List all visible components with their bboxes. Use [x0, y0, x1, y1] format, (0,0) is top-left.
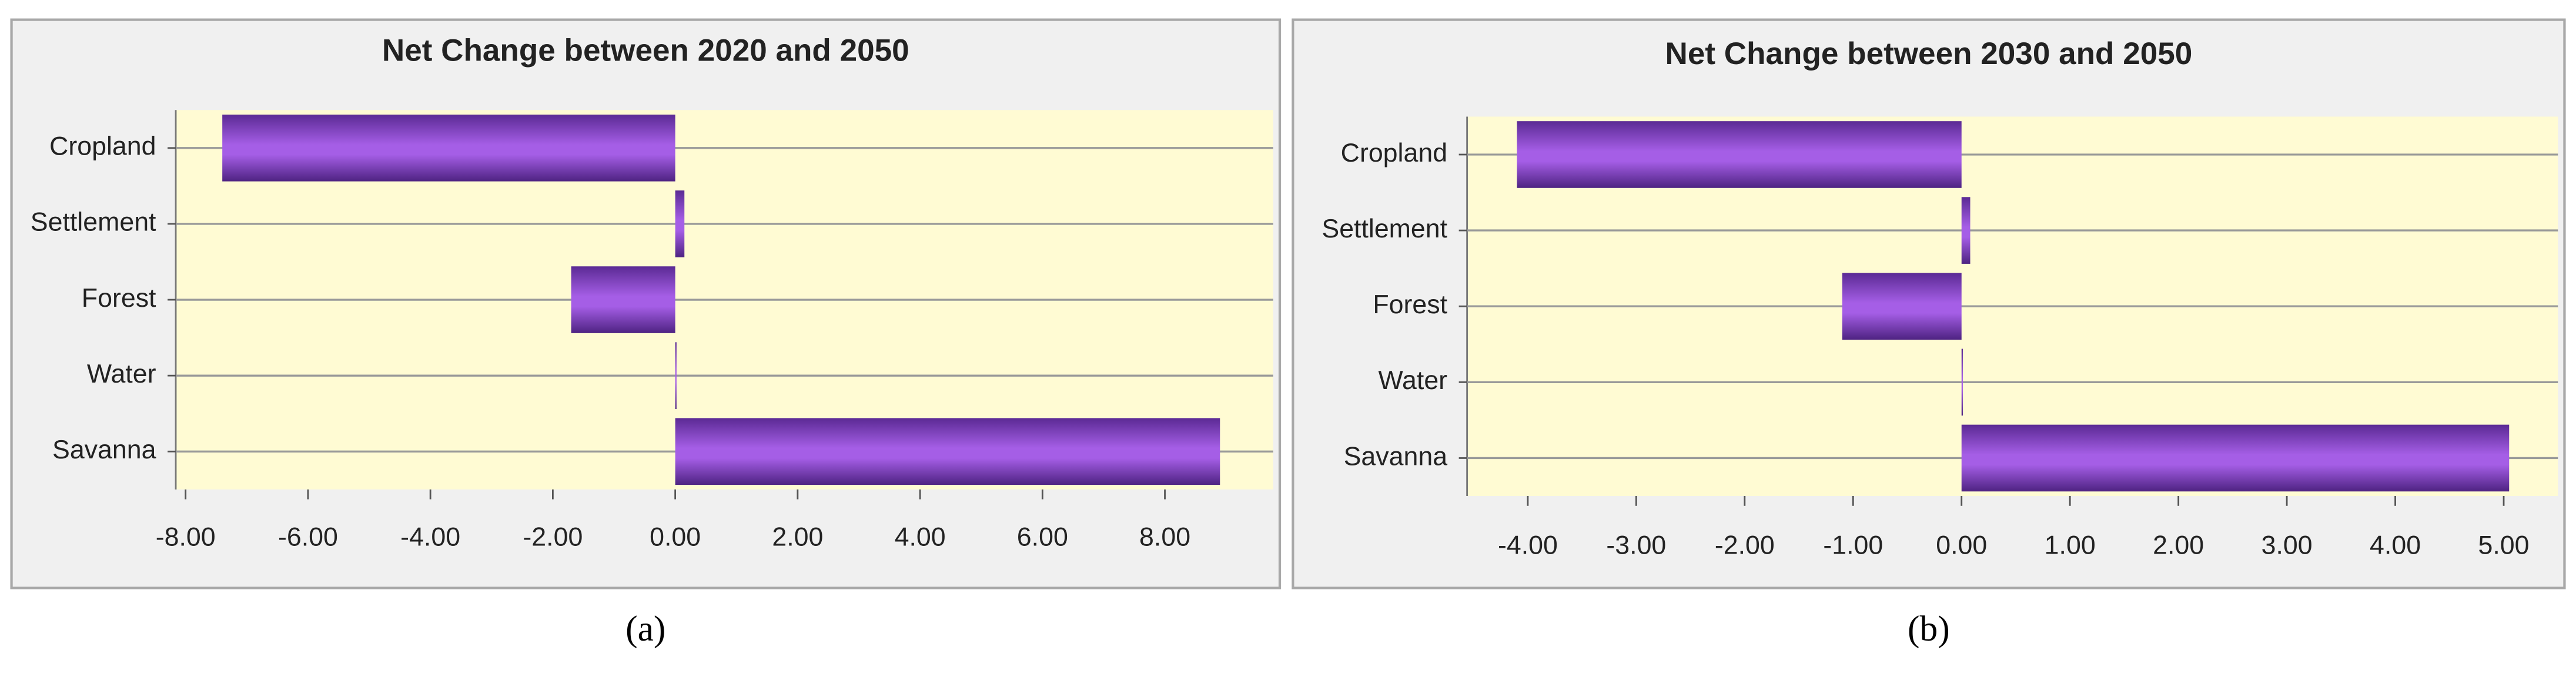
x-tick-label: 2.00: [2153, 531, 2204, 559]
x-tick-label: 1.00: [2045, 531, 2096, 559]
bar: [1842, 273, 1962, 340]
chart-title: Net Change between 2020 and 2050: [382, 33, 909, 68]
y-tick-label: Forest: [1373, 290, 1447, 319]
y-tick-label: Savanna: [1344, 442, 1448, 471]
x-tick-label: 8.00: [1139, 522, 1190, 551]
bar: [1961, 348, 1963, 416]
y-tick-label: Forest: [82, 284, 156, 313]
x-tick-label: 3.00: [2261, 531, 2313, 559]
y-tick-label: Water: [87, 360, 156, 388]
x-tick-label: 6.00: [1017, 522, 1068, 551]
x-tick-label: 0.00: [650, 522, 701, 551]
y-tick-label: Settlement: [1322, 215, 1447, 243]
y-tick-label: Water: [1379, 366, 1448, 395]
x-tick-label: 4.00: [895, 522, 946, 551]
x-tick-label: -4.00: [400, 522, 460, 551]
x-tick-label: -3.00: [1606, 531, 1666, 559]
bar: [675, 418, 1220, 485]
x-tick-label: -2.00: [1715, 531, 1775, 559]
bar: [571, 266, 675, 333]
bar: [675, 342, 677, 409]
x-tick-label: -1.00: [1823, 531, 1883, 559]
x-tick-label: 5.00: [2478, 531, 2530, 559]
chart-title: Net Change between 2030 and 2050: [1665, 36, 2193, 71]
bar: [1517, 121, 1962, 188]
x-tick-label: -8.00: [156, 522, 216, 551]
bar: [1961, 424, 2510, 492]
y-tick-label: Savanna: [52, 435, 156, 464]
y-tick-label: Cropland: [1341, 139, 1447, 167]
x-tick-label: -2.00: [523, 522, 583, 551]
caption: (a): [625, 609, 665, 649]
bar: [222, 115, 675, 182]
caption: (b): [1908, 609, 1950, 649]
x-tick-label: 2.00: [772, 522, 823, 551]
x-tick-label: -4.00: [1498, 531, 1558, 559]
bar: [1961, 197, 1971, 264]
x-tick-label: 0.00: [1936, 531, 1987, 559]
y-tick-label: Settlement: [31, 208, 156, 237]
bar: [675, 190, 685, 257]
x-tick-label: 4.00: [2370, 531, 2421, 559]
y-tick-label: Cropland: [49, 132, 156, 161]
x-tick-label: -6.00: [278, 522, 338, 551]
